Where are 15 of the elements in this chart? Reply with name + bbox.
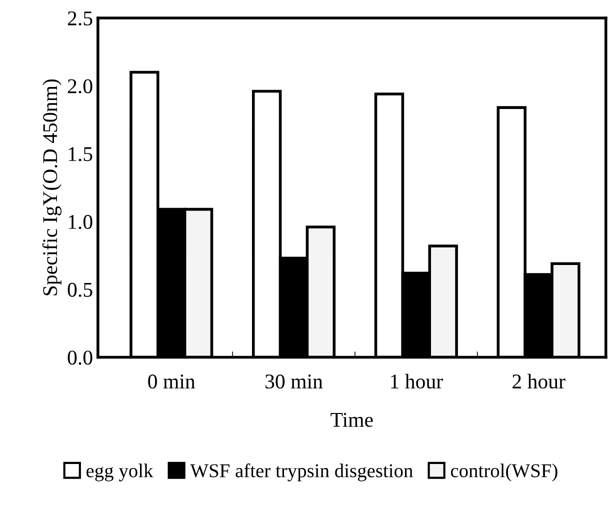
- x-tick-label: 2 hour: [512, 374, 566, 389]
- y-axis-title: Specific IgY(O.D 450nm): [42, 79, 62, 296]
- legend-label: WSF after trypsin disgestion: [190, 463, 413, 482]
- legend-label: egg yolk: [86, 464, 154, 482]
- x-tick-label: 0 min: [148, 374, 196, 389]
- x-tick-label: 30 min: [266, 374, 323, 389]
- x-axis-title: Time: [330, 412, 373, 427]
- y-tick-label: 1.5: [68, 147, 92, 162]
- y-tick-label: 2.5: [68, 11, 92, 26]
- x-tick-label: 1 hour: [391, 374, 443, 389]
- y-tick-label: 0.5: [68, 282, 92, 297]
- y-tick-label: 0.0: [68, 350, 92, 365]
- legend-label: control(WSF): [450, 464, 558, 482]
- y-tick-label: 2.0: [68, 79, 92, 94]
- y-tick-label: 1.0: [68, 214, 92, 230]
